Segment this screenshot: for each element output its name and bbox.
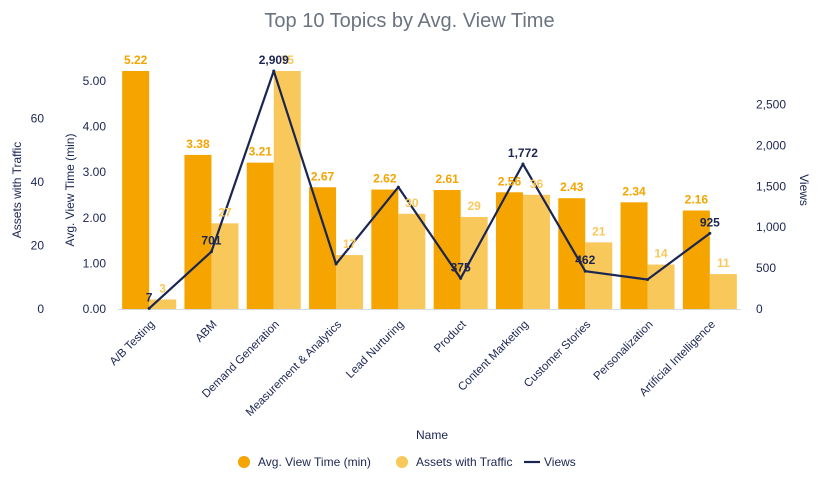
data-label-avg-view-time: 3.21 (249, 145, 273, 159)
x-tick-label: Customer Stories (522, 318, 593, 389)
y-tick-assets: 60 (31, 112, 45, 126)
data-label-avg-view-time: 2.61 (435, 172, 459, 186)
data-label-assets-with-traffic: 11 (717, 256, 730, 270)
y-tick-views: 1,000 (756, 220, 786, 234)
bar-assets-with-traffic[interactable] (336, 255, 364, 309)
bar-avg-view-time[interactable] (682, 210, 710, 309)
data-label-avg-view-time: 3.38 (186, 137, 210, 151)
y-tick-views: 0 (756, 302, 763, 316)
legend-item-avg-view-time[interactable]: Avg. View Time (min) (238, 455, 371, 469)
y-axis-title-assets: Assets with Traffic (10, 142, 24, 238)
legend-label: Views (544, 455, 576, 469)
legend-marker (238, 456, 250, 468)
bar-assets-with-traffic[interactable] (273, 71, 301, 309)
data-label-views: 7 (146, 290, 153, 304)
y-tick-views: 500 (756, 261, 776, 275)
point-views[interactable] (147, 306, 151, 310)
bar-assets-with-traffic[interactable] (647, 264, 675, 309)
legend-marker (396, 456, 408, 468)
x-tick-label: Personalization (592, 319, 656, 383)
y-axis-title-views: Views (797, 174, 811, 206)
y-tick-assets: 20 (31, 239, 45, 253)
y-tick-avg: 5.00 (83, 74, 107, 88)
x-tick-label: Lead Nurturing (344, 319, 406, 381)
y-tick-assets: 0 (37, 302, 44, 316)
data-label-assets-with-traffic: 17 (343, 237, 357, 251)
data-label-assets-with-traffic: 75 (281, 53, 295, 67)
point-views[interactable] (583, 269, 587, 273)
y-tick-avg: 1.00 (83, 256, 107, 270)
y-tick-avg: 3.00 (83, 165, 107, 179)
bar-assets-with-traffic[interactable] (709, 274, 737, 309)
legend-label: Assets with Traffic (416, 455, 512, 469)
data-label-assets-with-traffic: 14 (654, 247, 668, 261)
data-label-views: 1,772 (508, 146, 538, 160)
data-label-views: 701 (201, 234, 221, 248)
bar-avg-view-time[interactable] (620, 202, 648, 309)
bar-assets-with-traffic[interactable] (522, 194, 550, 309)
bar-avg-view-time[interactable] (371, 189, 399, 309)
data-label-avg-view-time: 2.16 (685, 193, 709, 207)
x-tick-label: ABM (193, 319, 219, 345)
point-views[interactable] (334, 262, 338, 266)
y-tick-avg: 2.00 (83, 211, 107, 225)
data-label-views: 2,909 (259, 53, 289, 67)
data-label-avg-view-time: 2.62 (373, 172, 397, 186)
data-label-views: 375 (451, 260, 471, 274)
data-label-assets-with-traffic: 29 (467, 199, 481, 213)
y-tick-assets: 40 (31, 175, 45, 189)
point-views[interactable] (396, 185, 400, 189)
bar-assets-with-traffic[interactable] (398, 213, 426, 309)
point-views[interactable] (708, 231, 712, 235)
data-label-avg-view-time: 2.34 (622, 184, 646, 198)
y-tick-avg: 0.00 (83, 302, 107, 316)
x-axis-title: Name (416, 428, 448, 442)
legend-item-views[interactable]: Views (524, 455, 576, 469)
line-views[interactable] (148, 69, 711, 310)
legend-label: Avg. View Time (min) (258, 455, 371, 469)
bar-assets-with-traffic[interactable] (149, 299, 177, 309)
bar-avg-view-time[interactable] (433, 190, 461, 309)
legend-item-assets-with-traffic[interactable]: Assets with Traffic (396, 455, 512, 469)
chart-title: Top 10 Topics by Avg. View Time (264, 10, 554, 32)
point-views[interactable] (209, 250, 213, 254)
x-tick-label: A/B Testing (108, 319, 157, 368)
data-label-assets-with-traffic: 30 (405, 196, 419, 210)
point-views[interactable] (521, 162, 525, 166)
data-label-assets-with-traffic: 36 (530, 177, 544, 191)
bar-avg-view-time[interactable] (558, 198, 586, 309)
point-views[interactable] (272, 69, 276, 73)
bar-avg-view-time[interactable] (184, 154, 212, 309)
bar-assets-with-traffic[interactable] (585, 242, 613, 309)
data-label-assets-with-traffic: 3 (159, 281, 166, 295)
data-label-assets-with-traffic: 21 (592, 224, 606, 238)
data-label-avg-view-time: 5.22 (124, 53, 148, 67)
bar-avg-view-time[interactable] (122, 71, 150, 309)
data-label-avg-view-time: 2.67 (311, 169, 335, 183)
y-tick-views: 2,000 (756, 138, 786, 152)
point-views[interactable] (459, 276, 463, 280)
y-tick-views: 1,500 (756, 179, 786, 193)
point-views[interactable] (646, 278, 650, 282)
bar-avg-view-time[interactable] (495, 192, 523, 309)
data-label-views: 462 (575, 253, 595, 267)
data-label-assets-with-traffic: 27 (218, 205, 232, 219)
data-label-avg-view-time: 2.56 (498, 174, 522, 188)
bar-assets-with-traffic[interactable] (460, 216, 488, 309)
bar-avg-view-time[interactable] (246, 162, 274, 309)
y-axis-title-avg: Avg. View Time (min) (63, 134, 77, 247)
data-label-avg-view-time: 2.43 (560, 180, 584, 194)
y-tick-avg: 4.00 (83, 120, 107, 134)
x-tick-label: Product (432, 318, 469, 355)
data-label-views: 925 (700, 215, 720, 229)
y-tick-views: 2,500 (756, 97, 786, 111)
x-tick-label: Content Marketing (456, 319, 531, 394)
